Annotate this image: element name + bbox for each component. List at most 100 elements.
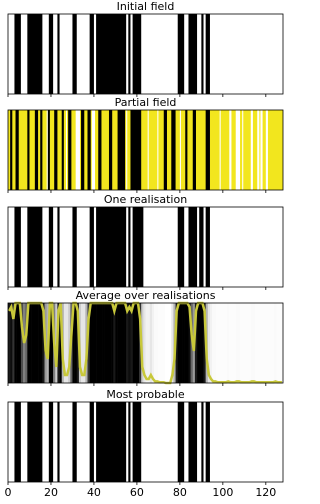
segment [91,110,96,190]
x-tick-label: 60 [130,486,144,499]
average-cell [134,303,138,383]
segment [147,110,149,190]
average-cell [171,303,174,383]
average-line [7,301,282,385]
average-cell [201,303,204,383]
segment [47,110,50,190]
average-cell [8,303,11,383]
average-cell [265,303,269,383]
average-cell [244,303,247,383]
average-cell [38,303,41,383]
segment [48,207,54,287]
average-cell [108,303,112,383]
average-cell [255,303,258,383]
average-cell [29,303,32,383]
average-cell [66,303,69,383]
segment [163,110,167,190]
segment [130,110,142,190]
segment [89,207,94,287]
average-cell [259,303,262,383]
average-cell [252,303,256,383]
segment [117,110,126,190]
segment [14,402,21,482]
panel-background [8,14,283,94]
average-cell [229,303,232,383]
segment [188,402,198,482]
segment [27,110,30,190]
average-cell [227,303,230,383]
segment [242,110,244,190]
segment [10,110,13,190]
average-cell [35,303,39,383]
average-cell [115,303,118,383]
segment [89,402,94,482]
segment [229,110,232,190]
segment [201,14,204,94]
segment [250,110,253,190]
average-cell [33,303,37,383]
average-cell [59,303,63,383]
average-cell [214,303,217,383]
segment [128,402,131,482]
average-cell [87,303,90,383]
average-cell [162,303,166,383]
segment [185,110,188,190]
segment [34,110,39,190]
panel-title: Most probable [106,388,185,401]
average-cell [246,303,249,383]
segment [128,14,131,94]
average-cell [179,303,183,383]
panel-frame [7,206,284,288]
average-cell [147,303,151,383]
average-cell [154,303,157,383]
segment [75,110,80,190]
average-cell [31,303,35,383]
average-cell [113,303,116,383]
segment [48,14,54,94]
segment [96,207,127,287]
average-cell [126,303,129,383]
panel-frame [7,401,284,483]
average-cell [124,303,127,383]
average-cell [119,303,123,383]
average-cell [57,303,60,383]
segment [87,110,91,190]
panel-title: One realisation [104,193,187,206]
average-cell [160,303,163,383]
average-cell [111,303,114,383]
segment [48,402,54,482]
segment [132,402,142,482]
average-cell [272,303,275,383]
segment [89,14,94,94]
average-cell [248,303,252,383]
average-cell [16,303,20,383]
segment [14,207,21,287]
panel-frame [7,302,284,384]
segment [68,110,72,190]
segment [257,110,260,190]
panel-frame [7,13,284,95]
average-cell [106,303,110,383]
average-cell [267,303,271,383]
segment [27,402,43,482]
average-cell [12,303,15,383]
segment [61,110,64,190]
average-cell [10,303,13,383]
average-cell [261,303,264,383]
average-cell [27,303,30,383]
average-cell [177,303,181,383]
panel-background [8,207,283,287]
segment [260,110,263,190]
average-cell [212,303,215,383]
segment [108,110,113,190]
average-cell [242,303,245,383]
segment [57,402,60,482]
average-cell [132,303,136,383]
average-cell [136,303,140,383]
segment [57,207,60,287]
average-cell [117,303,121,383]
average-cell [240,303,243,383]
x-tick-label: 120 [255,486,276,499]
segment [171,110,176,190]
segment [54,110,58,190]
